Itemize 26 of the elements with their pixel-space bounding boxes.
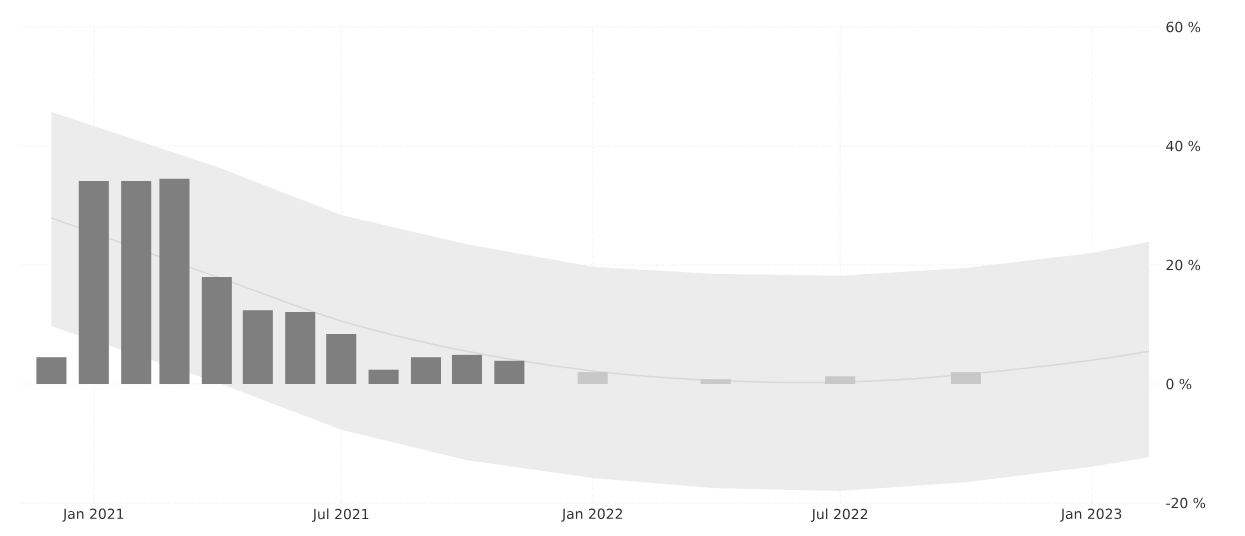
x-tick-label: Jan 2022	[561, 508, 623, 522]
bar	[950, 372, 981, 384]
bar	[159, 178, 190, 384]
x-tick-label: Jan 2021	[62, 508, 124, 522]
bar	[326, 334, 357, 384]
bar	[410, 357, 441, 384]
bar	[451, 354, 483, 384]
x-tick-label: Jan 2023	[1060, 508, 1122, 522]
bar	[285, 312, 316, 384]
y-tick-label: 20 %	[1166, 259, 1201, 271]
y-tick-label: -20 %	[1166, 497, 1206, 509]
bar	[78, 181, 109, 384]
bar	[368, 369, 399, 384]
bar	[242, 310, 273, 384]
bar	[700, 379, 731, 384]
bar	[121, 181, 152, 384]
x-tick-label: Jul 2022	[811, 508, 868, 522]
bar	[577, 372, 608, 384]
y-tick-label: 40 %	[1166, 140, 1201, 152]
bar	[825, 376, 856, 384]
y-tick-label: 0 %	[1166, 378, 1192, 390]
bar	[36, 357, 67, 384]
y-tick-label: 60 %	[1166, 21, 1201, 33]
bar	[494, 360, 525, 384]
bar	[201, 276, 232, 384]
x-tick-label: Jul 2021	[312, 508, 369, 522]
